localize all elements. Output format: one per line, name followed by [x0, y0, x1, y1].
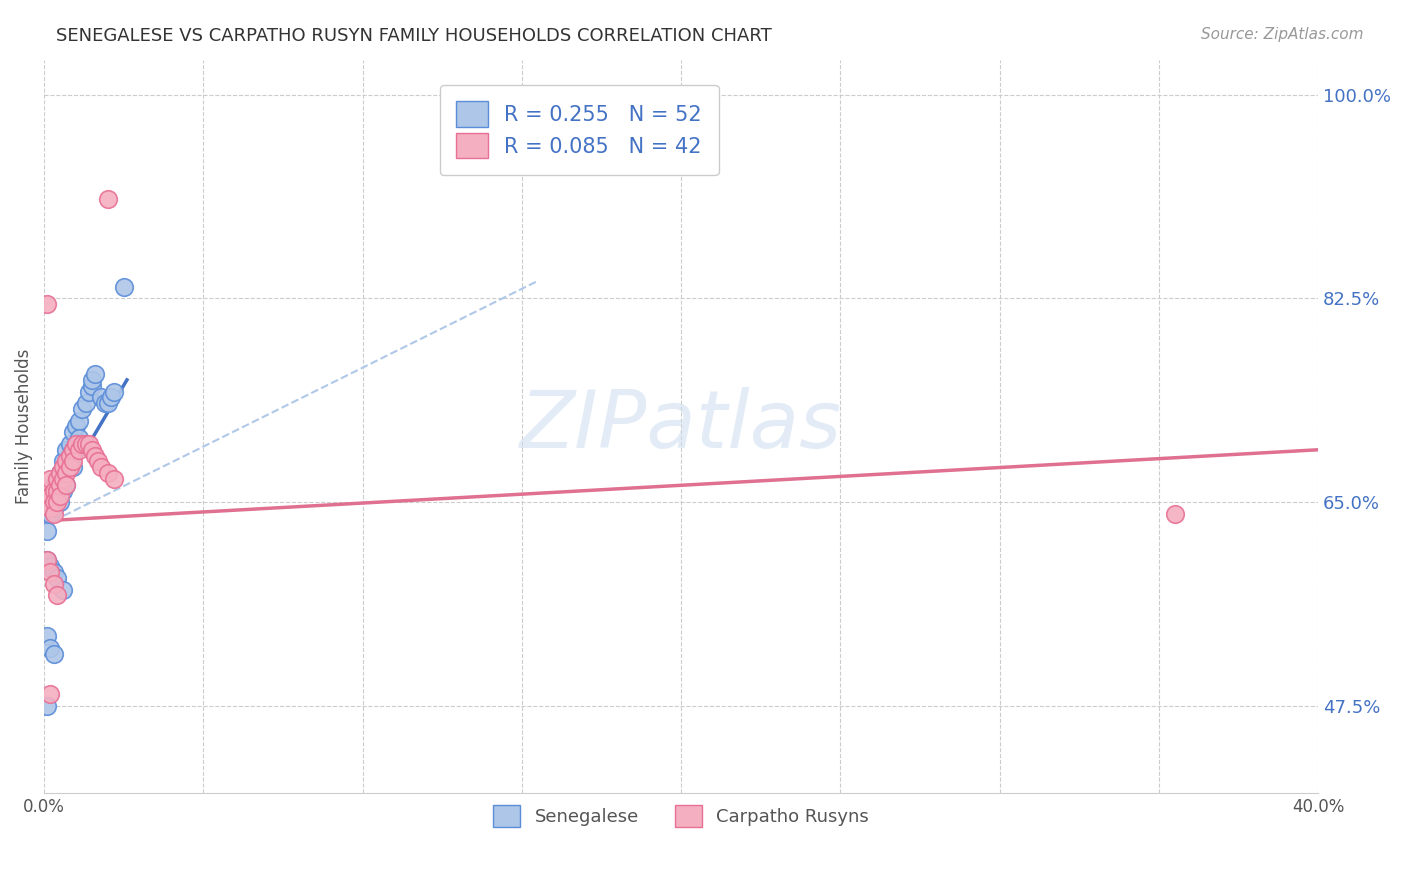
Point	[62, 454, 84, 468]
Point	[45, 483, 67, 498]
Point	[45, 483, 67, 498]
Y-axis label: Family Households: Family Households	[15, 349, 32, 504]
Point	[72, 437, 94, 451]
Point	[42, 576, 65, 591]
Point	[112, 279, 135, 293]
Point	[49, 489, 72, 503]
Point	[65, 419, 87, 434]
Point	[52, 460, 75, 475]
Point	[58, 437, 80, 451]
Point	[45, 472, 67, 486]
Point	[62, 460, 84, 475]
Point	[37, 524, 59, 539]
Point	[97, 192, 120, 206]
Point	[1164, 507, 1187, 521]
Point	[84, 449, 107, 463]
Point	[100, 390, 122, 404]
Point	[37, 501, 59, 516]
Point	[37, 553, 59, 567]
Point	[65, 437, 87, 451]
Point	[97, 396, 120, 410]
Legend: Senegalese, Carpatho Rusyns: Senegalese, Carpatho Rusyns	[484, 796, 879, 836]
Point	[42, 483, 65, 498]
Point	[42, 507, 65, 521]
Point	[55, 477, 77, 491]
Point	[45, 477, 67, 491]
Point	[90, 390, 112, 404]
Point	[103, 472, 125, 486]
Point	[49, 477, 72, 491]
Point	[45, 571, 67, 585]
Point	[42, 647, 65, 661]
Point	[39, 472, 62, 486]
Point	[39, 483, 62, 498]
Point	[93, 396, 115, 410]
Point	[45, 489, 67, 503]
Point	[77, 437, 100, 451]
Point	[49, 466, 72, 480]
Point	[87, 454, 110, 468]
Point	[37, 495, 59, 509]
Point	[42, 495, 65, 509]
Point	[55, 454, 77, 468]
Point	[52, 483, 75, 498]
Point	[49, 477, 72, 491]
Point	[37, 629, 59, 643]
Point	[42, 495, 65, 509]
Point	[45, 472, 67, 486]
Point	[67, 414, 90, 428]
Point	[90, 460, 112, 475]
Point	[37, 297, 59, 311]
Point	[42, 483, 65, 498]
Point	[84, 367, 107, 381]
Point	[62, 425, 84, 440]
Point	[75, 396, 97, 410]
Point	[45, 588, 67, 602]
Text: Source: ZipAtlas.com: Source: ZipAtlas.com	[1201, 27, 1364, 42]
Point	[55, 460, 77, 475]
Point	[39, 501, 62, 516]
Point	[39, 507, 62, 521]
Point	[52, 582, 75, 597]
Point	[62, 442, 84, 457]
Point	[80, 442, 103, 457]
Point	[67, 431, 90, 445]
Point	[52, 472, 75, 486]
Point	[77, 384, 100, 399]
Point	[80, 373, 103, 387]
Point	[52, 454, 75, 468]
Point	[39, 559, 62, 574]
Point	[55, 477, 77, 491]
Point	[39, 565, 62, 579]
Point	[58, 449, 80, 463]
Point	[103, 384, 125, 399]
Point	[37, 483, 59, 498]
Point	[65, 437, 87, 451]
Point	[42, 501, 65, 516]
Text: SENEGALESE VS CARPATHO RUSYN FAMILY HOUSEHOLDS CORRELATION CHART: SENEGALESE VS CARPATHO RUSYN FAMILY HOUS…	[56, 27, 772, 45]
Text: ZIPatlas: ZIPatlas	[520, 387, 842, 466]
Point	[97, 466, 120, 480]
Point	[49, 495, 72, 509]
Point	[49, 466, 72, 480]
Point	[55, 466, 77, 480]
Point	[39, 489, 62, 503]
Point	[58, 460, 80, 475]
Point	[45, 495, 67, 509]
Point	[58, 449, 80, 463]
Point	[67, 442, 90, 457]
Point	[72, 402, 94, 417]
Point	[37, 553, 59, 567]
Point	[55, 442, 77, 457]
Point	[52, 472, 75, 486]
Point	[39, 489, 62, 503]
Point	[62, 442, 84, 457]
Point	[37, 698, 59, 713]
Point	[42, 477, 65, 491]
Point	[80, 378, 103, 392]
Point	[39, 640, 62, 655]
Point	[42, 565, 65, 579]
Point	[75, 437, 97, 451]
Point	[39, 687, 62, 701]
